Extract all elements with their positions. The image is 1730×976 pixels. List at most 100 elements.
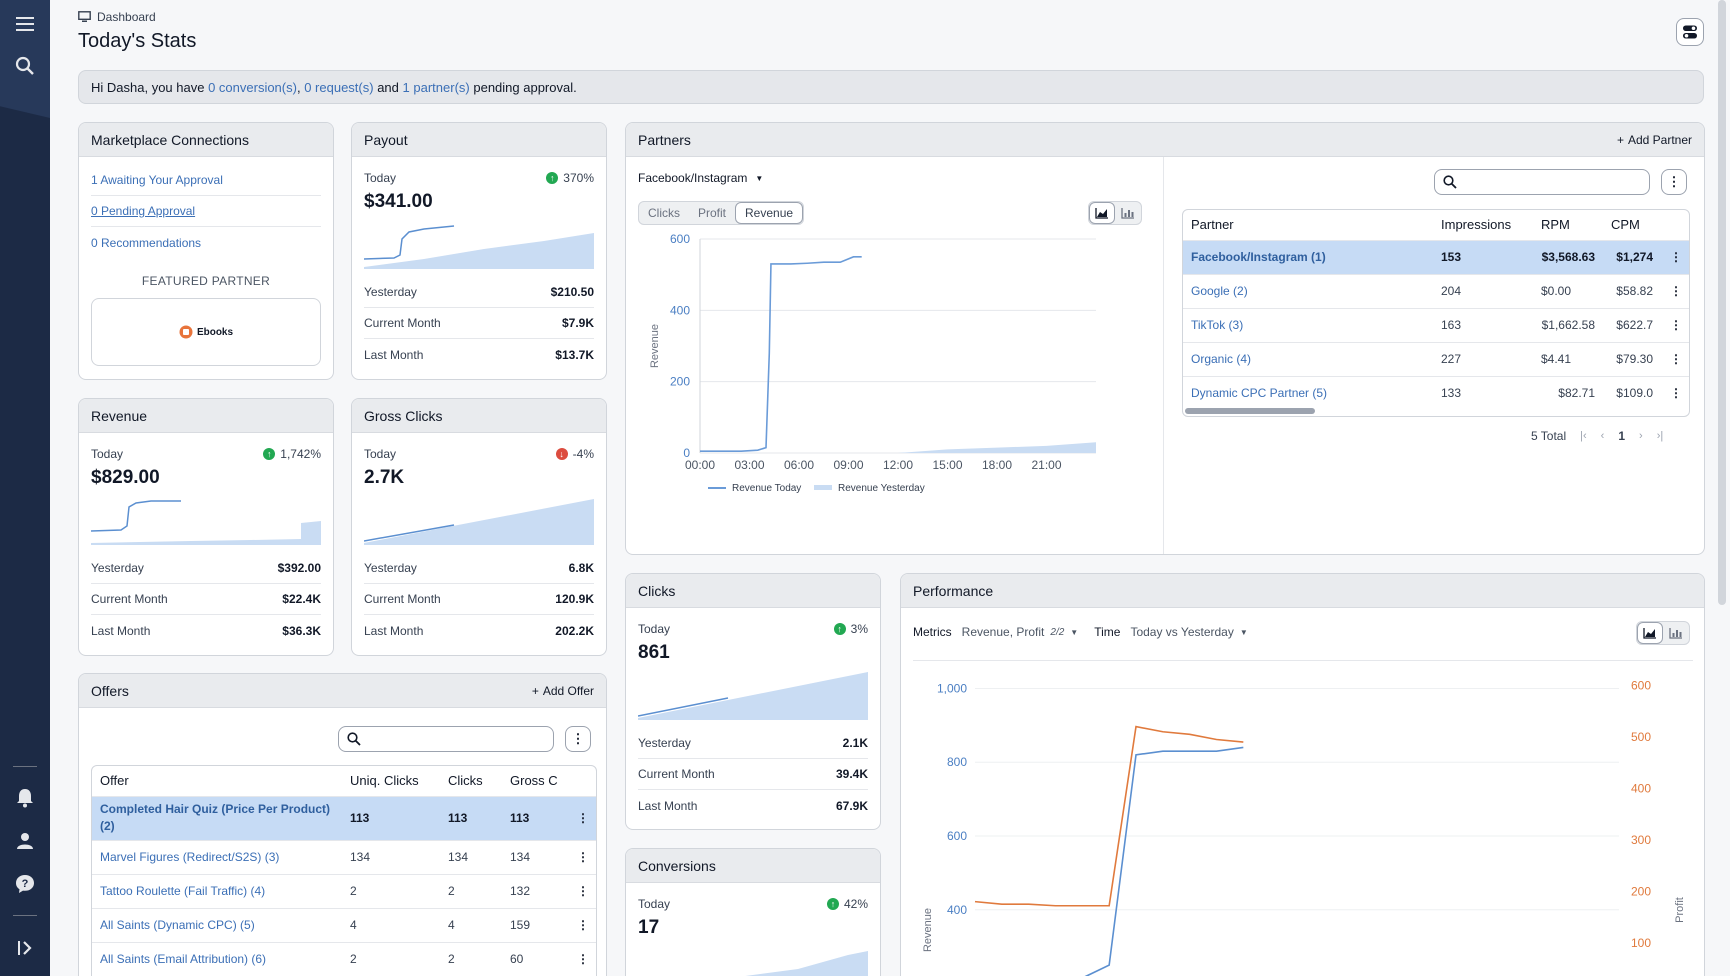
column-header-impressions[interactable]: Impressions bbox=[1441, 217, 1512, 233]
row-options-icon[interactable]: ⋮ bbox=[568, 873, 596, 908]
stat-row: Current Month $22.4K bbox=[91, 584, 321, 615]
stat-row: Current Month 120.9K bbox=[364, 584, 594, 615]
search-icon[interactable] bbox=[13, 54, 37, 78]
table-row[interactable]: Completed Hair Quiz (Price Per Product) … bbox=[92, 795, 596, 840]
performance-card: Performance Metrics Revenue, Profit 2/2 … bbox=[900, 573, 1705, 976]
add-offer-button[interactable]: + Add Offer bbox=[531, 683, 594, 698]
row-options-icon[interactable]: ⋮ bbox=[1661, 239, 1689, 274]
row-options-icon[interactable]: ⋮ bbox=[1661, 375, 1689, 410]
stat-row: Yesterday $392.00 bbox=[91, 553, 321, 584]
series-profit-today bbox=[974, 725, 1244, 907]
offer-name[interactable]: Tattoo Roulette (Fail Traffic) (4) bbox=[92, 873, 342, 908]
time-dropdown[interactable]: Today vs Yesterday ▼ bbox=[1130, 625, 1248, 639]
breadcrumb[interactable]: Dashboard bbox=[78, 10, 156, 24]
column-header-gross-clicks[interactable]: Gross C bbox=[510, 773, 558, 789]
bell-icon[interactable] bbox=[13, 786, 37, 810]
main-content: Dashboard Today's Stats Hi Dasha, you ha… bbox=[50, 0, 1730, 976]
offer-name[interactable]: All Saints (Email Attribution) (6) bbox=[92, 941, 342, 976]
partner-selector-value[interactable]: Facebook/Instagram bbox=[638, 171, 748, 185]
row-options-icon[interactable]: ⋮ bbox=[568, 907, 596, 942]
table-row[interactable]: Marvel Figures (Redirect/S2S) (3) 134 134… bbox=[92, 839, 596, 874]
page-scrollbar[interactable] bbox=[1718, 0, 1726, 605]
partner-name[interactable]: Organic (4) bbox=[1183, 341, 1433, 376]
partner-name[interactable]: Dynamic CPC Partner (5) bbox=[1183, 375, 1433, 410]
line-chart-icon[interactable] bbox=[1089, 202, 1115, 224]
prev-page-icon[interactable]: ‹ bbox=[1600, 430, 1605, 442]
y-axis-label: Revenue bbox=[649, 324, 661, 368]
metrics-dropdown[interactable]: Revenue, Profit 2/2 ▼ bbox=[961, 625, 1079, 639]
offers-search[interactable] bbox=[338, 726, 554, 752]
partner-name[interactable]: TikTok (3) bbox=[1183, 307, 1433, 342]
row-options-icon[interactable]: ⋮ bbox=[1661, 307, 1689, 342]
menu-icon[interactable] bbox=[13, 12, 37, 36]
featured-partner-box[interactable]: Ebooks bbox=[91, 298, 321, 366]
table-row[interactable]: Tattoo Roulette (Fail Traffic) (4) 2 2 132… bbox=[92, 873, 596, 908]
card-header: Gross Clicks bbox=[352, 399, 606, 433]
table-row[interactable]: TikTok (3) 163 $1,662.58 $622.7 ⋮ bbox=[1183, 307, 1689, 342]
row-options-icon[interactable]: ⋮ bbox=[568, 795, 596, 840]
last-page-icon[interactable]: ›| bbox=[1656, 430, 1664, 442]
tab-clicks[interactable]: Clicks bbox=[648, 206, 680, 220]
settings-toggle-button[interactable] bbox=[1676, 18, 1704, 46]
row-options-icon[interactable]: ⋮ bbox=[1661, 273, 1689, 308]
row-options-icon[interactable]: ⋮ bbox=[1661, 341, 1689, 376]
current-page[interactable]: 1 bbox=[1618, 429, 1626, 443]
partners-search-input[interactable] bbox=[1457, 174, 1649, 190]
bar-chart-icon[interactable] bbox=[1663, 622, 1689, 644]
offers-search-input[interactable] bbox=[361, 731, 553, 747]
partner-selector[interactable]: Facebook/Instagram ▼ bbox=[638, 171, 763, 185]
partner-name[interactable]: Google (2) bbox=[1183, 273, 1433, 308]
expand-sidebar-icon[interactable] bbox=[13, 936, 37, 960]
conversions-link[interactable]: 0 conversion(s) bbox=[208, 79, 297, 95]
column-header-partner[interactable]: Partner bbox=[1191, 217, 1234, 233]
table-horizontal-scrollbar[interactable] bbox=[1185, 408, 1315, 414]
y-tick-label: 200 bbox=[670, 375, 690, 389]
line-chart-icon[interactable] bbox=[1637, 622, 1663, 644]
column-header-offer[interactable]: Offer bbox=[100, 773, 129, 789]
awaiting-approval-link[interactable]: 1 Awaiting Your Approval bbox=[91, 165, 321, 196]
card-title: Clicks bbox=[638, 582, 676, 599]
offers-options-button[interactable]: ⋮ bbox=[565, 726, 591, 752]
table-row[interactable]: Facebook/Instagram (1) 153 $3,568.63 $1,27… bbox=[1183, 239, 1689, 274]
partners-link[interactable]: 1 partner(s) bbox=[402, 79, 470, 95]
today-label: Today bbox=[364, 171, 397, 185]
offer-name[interactable]: Completed Hair Quiz (Price Per Product) … bbox=[92, 795, 342, 840]
row-options-icon[interactable]: ⋮ bbox=[568, 839, 596, 874]
breadcrumb-label[interactable]: Dashboard bbox=[97, 10, 156, 24]
table-row[interactable]: Organic (4) 227 $4.41 $79.30 ⋮ bbox=[1183, 341, 1689, 376]
table-row[interactable]: All Saints (Dynamic CPC) (5) 4 4 159 ⋮ bbox=[92, 907, 596, 942]
y-axis-label: Revenue bbox=[922, 908, 934, 952]
user-icon[interactable] bbox=[13, 829, 37, 853]
offer-name[interactable]: All Saints (Dynamic CPC) (5) bbox=[92, 907, 342, 942]
featured-partner-label: FEATURED PARTNER bbox=[141, 274, 271, 288]
column-header-rpm[interactable]: RPM bbox=[1541, 217, 1570, 233]
conversions-sparkline bbox=[745, 951, 868, 976]
x-tick-label: 12:00 bbox=[883, 458, 913, 472]
offer-name[interactable]: Marvel Figures (Redirect/S2S) (3) bbox=[92, 839, 342, 874]
table-row[interactable]: Google (2) 204 $0.00 $58.82 ⋮ bbox=[1183, 273, 1689, 308]
recommendations-link[interactable]: 0 Recommendations bbox=[91, 235, 202, 250]
partners-metric-tabs: Clicks Profit Revenue bbox=[638, 201, 805, 225]
table-row[interactable]: All Saints (Email Attribution) (6) 2 2 60 … bbox=[92, 941, 596, 976]
partners-search[interactable] bbox=[1434, 169, 1650, 195]
trend-value: 370% bbox=[563, 171, 594, 185]
x-tick-label: 18:00 bbox=[982, 458, 1012, 472]
row-options-icon[interactable]: ⋮ bbox=[568, 941, 596, 976]
tab-profit[interactable]: Profit bbox=[698, 206, 727, 220]
pending-approval-link[interactable]: 0 Pending Approval bbox=[91, 196, 321, 227]
next-page-icon[interactable]: › bbox=[1639, 430, 1643, 442]
requests-link[interactable]: 0 request(s) bbox=[304, 79, 374, 95]
partner-name[interactable]: Facebook/Instagram (1) bbox=[1183, 239, 1433, 274]
help-icon[interactable]: ? bbox=[13, 872, 37, 896]
table-row[interactable]: Dynamic CPC Partner (5) 133 $82.71 $109.0 … bbox=[1183, 375, 1689, 410]
bar-chart-icon[interactable] bbox=[1115, 202, 1141, 224]
column-header-cpm[interactable]: CPM bbox=[1611, 217, 1640, 233]
column-header-uniq-clicks[interactable]: Uniq. Clicks bbox=[350, 773, 419, 789]
partners-options-button[interactable]: ⋮ bbox=[1661, 169, 1687, 195]
add-partner-button[interactable]: + Add Partner bbox=[1616, 132, 1692, 147]
marketplace-connections-card: Marketplace Connections 1 Awaiting Your … bbox=[78, 122, 334, 380]
first-page-icon[interactable]: |‹ bbox=[1580, 430, 1587, 442]
column-header-clicks[interactable]: Clicks bbox=[448, 773, 483, 789]
card-title: Payout bbox=[364, 131, 408, 148]
tab-revenue[interactable]: Revenue bbox=[735, 202, 804, 224]
